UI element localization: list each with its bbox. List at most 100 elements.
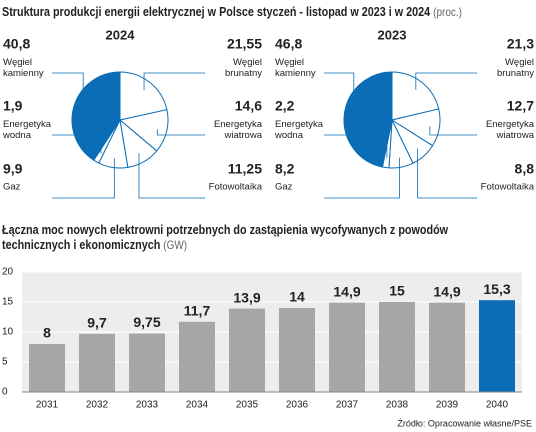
x-tick-label: 2035 xyxy=(236,400,259,411)
label-line: kamienny xyxy=(3,68,44,79)
x-tick-label: 2032 xyxy=(86,400,109,411)
bar xyxy=(379,302,415,392)
category-label: Gaz xyxy=(275,182,293,193)
label-line: Węgiel xyxy=(3,57,32,68)
bar xyxy=(79,333,115,392)
bar xyxy=(279,308,315,392)
value-label: 9,75 xyxy=(133,314,160,330)
label-line: Energetyka xyxy=(486,119,535,130)
pie-title: 2023 xyxy=(378,27,407,42)
page-title: Struktura produkcji energii elektrycznej… xyxy=(2,4,533,20)
x-tick-label: 2034 xyxy=(186,400,209,411)
x-tick-label: 2033 xyxy=(136,400,159,411)
title-text: Struktura produkcji energii elektrycznej… xyxy=(2,4,431,19)
bar xyxy=(329,302,365,392)
category-label: Energetyka wodna xyxy=(2,119,52,141)
label-line: Węgiel xyxy=(233,57,262,68)
category-label: Fotowoltaika xyxy=(481,182,535,193)
bar xyxy=(429,302,465,392)
pie-slice xyxy=(119,71,168,121)
y-tick-label: 20 xyxy=(2,267,14,278)
label-line: Energetyka xyxy=(275,119,324,130)
value-label: 8,8 xyxy=(515,161,535,177)
category-label: Węgiel kamienny xyxy=(275,57,316,79)
label-line: wodna xyxy=(274,130,304,141)
bar-title: Łączna moc nowych elektrowni potrzebnych… xyxy=(2,222,517,253)
value-label: 13,9 xyxy=(233,289,260,305)
y-tick-label: 5 xyxy=(2,357,8,368)
x-tick-label: 2040 xyxy=(486,400,509,411)
category-label: Energetyka wodna xyxy=(274,119,324,141)
label-line: Węgiel xyxy=(505,57,534,68)
leader-line xyxy=(138,153,205,199)
label-line: wiatrowa xyxy=(224,130,263,141)
leader-line xyxy=(143,72,205,91)
pie-slice xyxy=(343,71,393,168)
value-label: 46,8 xyxy=(275,36,302,52)
category-label: Energetyka wiatrowa xyxy=(486,119,535,141)
leader-line xyxy=(415,72,477,90)
x-tick-label: 2036 xyxy=(286,400,309,411)
value-label: 14,6 xyxy=(235,98,262,114)
x-tick-label: 2031 xyxy=(36,400,59,411)
leader-line xyxy=(417,148,477,199)
y-tick-label: 0 xyxy=(2,387,8,398)
value-label: 12,7 xyxy=(507,98,534,114)
category-label: Energetyka wiatrowa xyxy=(214,119,263,141)
value-label: 8 xyxy=(43,325,51,341)
value-label: 14 xyxy=(289,289,305,305)
leader-line xyxy=(429,126,477,136)
x-tick-label: 2039 xyxy=(436,400,459,411)
category-label: Fotowoltaika xyxy=(209,182,263,193)
label-line: wodna xyxy=(2,130,32,141)
value-label: 9,9 xyxy=(3,161,23,177)
y-tick-label: 10 xyxy=(2,327,14,338)
value-label: 2,2 xyxy=(275,98,295,114)
bar xyxy=(179,321,215,392)
bar xyxy=(229,308,265,392)
pie-slice xyxy=(391,71,440,121)
value-label: 1,9 xyxy=(3,98,23,114)
value-label: 11,7 xyxy=(184,303,211,319)
bar xyxy=(479,300,515,392)
pie-title: 2024 xyxy=(106,27,136,42)
title-unit: (proc.) xyxy=(433,5,462,19)
title-text: Łączna moc nowych elektrowni potrzebnych… xyxy=(2,222,449,252)
x-tick-label: 2038 xyxy=(386,400,409,411)
value-label: 21,3 xyxy=(507,36,534,52)
title-unit: (GW) xyxy=(163,238,188,252)
value-label: 14,9 xyxy=(333,283,360,299)
value-label: 40,8 xyxy=(3,36,30,52)
leader-line xyxy=(156,129,205,136)
x-tick-label: 2037 xyxy=(336,400,359,411)
value-label: 11,25 xyxy=(228,161,262,177)
label-line: brunatny xyxy=(497,68,534,79)
label-line: brunatny xyxy=(225,68,262,79)
label-line: Energetyka xyxy=(214,119,263,130)
label-line: wiatrowa xyxy=(496,130,535,141)
category-label: Gaz xyxy=(3,182,21,193)
bar xyxy=(129,333,165,392)
value-label: 15,3 xyxy=(483,281,510,297)
value-label: 14,9 xyxy=(433,283,460,299)
label-line: Energetyka xyxy=(3,119,52,130)
label-line: Węgiel xyxy=(275,57,304,68)
leader-line xyxy=(324,157,400,199)
value-label: 9,7 xyxy=(87,315,107,331)
leader-line xyxy=(52,72,84,110)
category-label: Węgiel kamienny xyxy=(3,57,44,79)
category-label: Węgiel brunatny xyxy=(225,57,262,79)
bar xyxy=(29,344,65,392)
category-label: Węgiel brunatny xyxy=(497,57,534,79)
value-label: 15 xyxy=(389,283,405,299)
leader-line xyxy=(52,157,115,199)
source: Źródło: Opracowanie własne/PSE xyxy=(397,418,532,428)
value-label: 21,55 xyxy=(227,36,262,52)
pie-slice xyxy=(71,71,121,161)
value-label: 8,2 xyxy=(275,161,295,177)
leader-line xyxy=(324,72,355,117)
y-tick-label: 15 xyxy=(2,297,14,308)
label-line: kamienny xyxy=(275,68,316,79)
